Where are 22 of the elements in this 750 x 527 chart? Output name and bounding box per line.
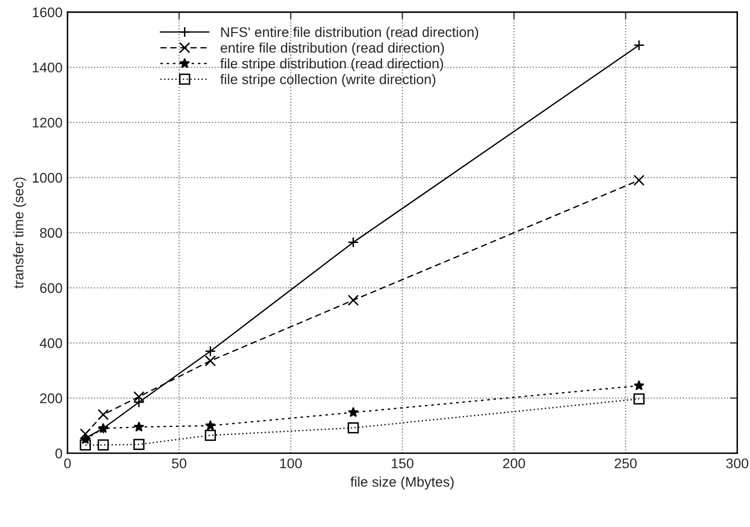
y-tick-label: 1200 [32,118,62,128]
x-axis-title: file size (Mbytes) [350,476,454,490]
y-tick-label: 400 [40,338,62,348]
y-tick-label: 1600 [32,7,62,18]
x-tick-label: 300 [726,458,748,468]
x-tick-label: 150 [392,458,414,468]
y-tick-label: 800 [40,228,62,238]
legend-label: NFS' entire file distribution (read direction) [221,26,478,40]
x-tick-label: 200 [503,458,526,468]
y-axis-title: transfer time (sec) [13,178,26,288]
x-tick-label: 50 [172,458,186,468]
y-tick-label: 1400 [32,62,62,72]
legend-label: entire file distribution (read direction) [220,42,444,56]
x-tick-label: 100 [280,458,302,468]
x-tick-label: 0 [64,458,71,468]
y-tick-label: 0 [55,448,62,458]
x-tick-label: 250 [614,458,637,468]
y-tick-label: 200 [40,393,62,404]
legend-label: file stripe distribution (read direction) [220,58,444,72]
y-tick-label: 600 [40,283,62,293]
y-tick-label: 1000 [32,172,62,183]
legend-label: file stripe collection (write direction) [220,74,436,87]
